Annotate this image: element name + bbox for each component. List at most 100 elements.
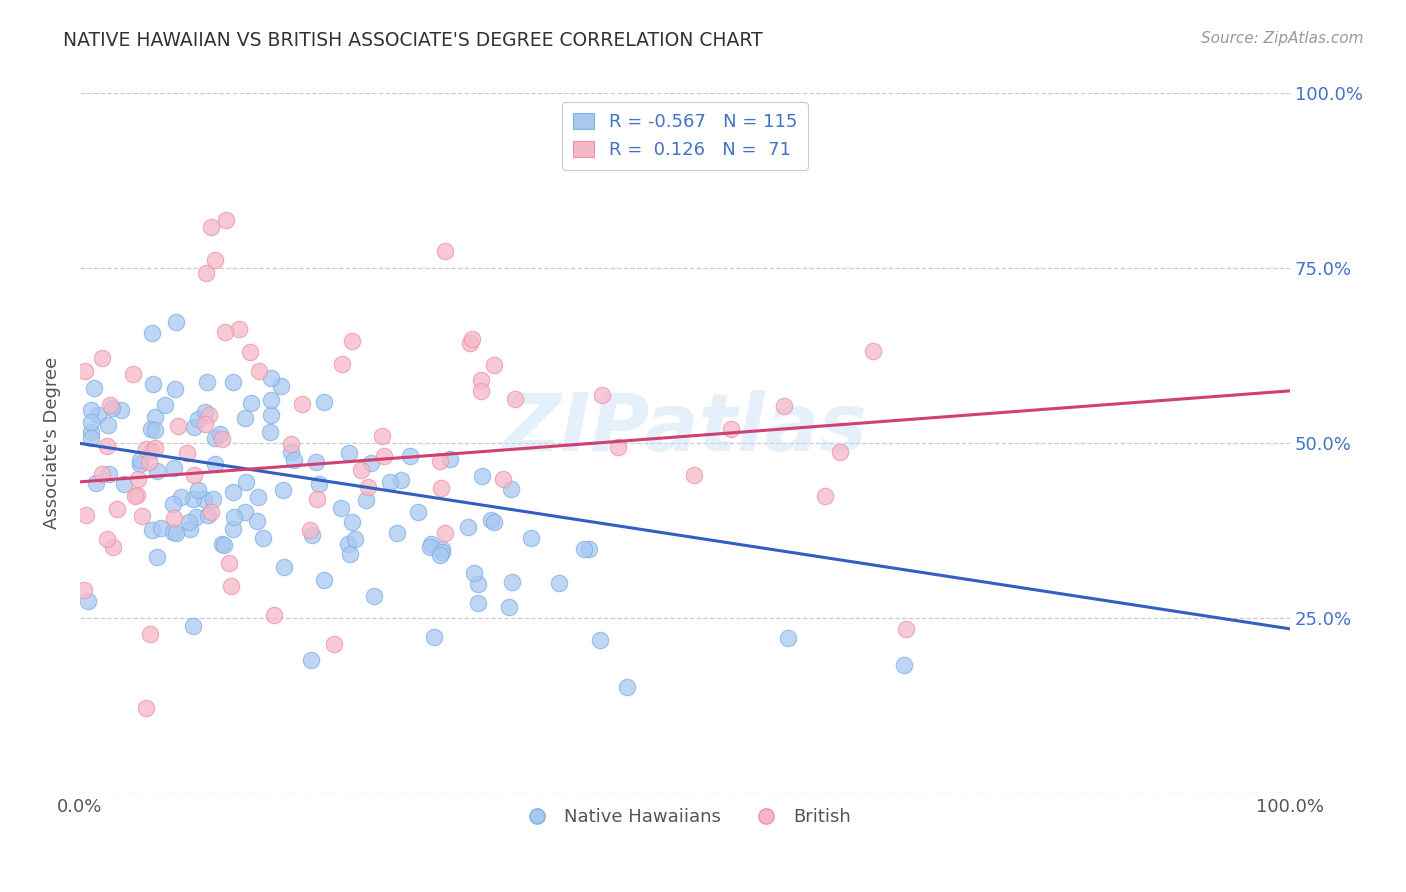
Point [187, 411, 209, 425]
Point [135, 442, 157, 457]
Point [204, 458, 226, 472]
Point [291, 397, 314, 411]
Point [336, 537, 359, 551]
Point [373, 449, 395, 463]
Point [194, 405, 217, 419]
Point [433, 244, 456, 258]
Point [893, 657, 915, 672]
Point [200, 505, 222, 519]
Point [129, 452, 152, 467]
Point [378, 475, 401, 489]
Point [429, 482, 451, 496]
Point [141, 421, 163, 435]
Point [221, 522, 243, 536]
Point [84, 475, 107, 490]
Point [96, 439, 118, 453]
Point [323, 637, 346, 651]
Point [75, 364, 97, 378]
Point [79, 431, 101, 445]
Point [467, 596, 489, 610]
Point [201, 491, 224, 506]
Point [776, 631, 799, 645]
Point [187, 483, 209, 497]
Point [135, 700, 157, 714]
Point [101, 401, 124, 415]
Point [280, 437, 302, 451]
Point [574, 541, 596, 556]
Point [501, 574, 523, 589]
Point [165, 382, 187, 396]
Point [239, 345, 262, 359]
Point [342, 334, 364, 348]
Point [332, 357, 354, 371]
Point [305, 455, 328, 469]
Point [146, 549, 169, 564]
Point [894, 622, 917, 636]
Point [467, 577, 489, 591]
Point [211, 432, 233, 446]
Point [356, 492, 378, 507]
Point [97, 418, 120, 433]
Point [589, 632, 612, 647]
Point [194, 417, 217, 431]
Text: NATIVE HAWAIIAN VS BRITISH ASSOCIATE'S DEGREE CORRELATION CHART: NATIVE HAWAIIAN VS BRITISH ASSOCIATE'S D… [63, 31, 763, 50]
Point [423, 631, 446, 645]
Point [458, 335, 481, 350]
Point [260, 393, 283, 408]
Point [312, 574, 335, 588]
Point [371, 429, 394, 443]
Point [80, 403, 103, 417]
Point [420, 537, 443, 551]
Point [200, 220, 222, 235]
Point [183, 468, 205, 483]
Point [385, 526, 408, 541]
Y-axis label: Associate's Degree: Associate's Degree [44, 357, 60, 530]
Point [773, 399, 796, 413]
Point [146, 464, 169, 478]
Point [194, 266, 217, 280]
Point [215, 212, 238, 227]
Point [429, 548, 451, 562]
Point [122, 367, 145, 381]
Point [179, 522, 201, 536]
Point [283, 453, 305, 467]
Point [83, 381, 105, 395]
Point [177, 515, 200, 529]
Point [814, 489, 837, 503]
Point [153, 398, 176, 412]
Point [142, 376, 165, 391]
Point [828, 445, 851, 459]
Point [77, 594, 100, 608]
Point [356, 481, 378, 495]
Point [112, 477, 135, 491]
Point [193, 491, 215, 506]
Point [260, 371, 283, 385]
Point [162, 524, 184, 539]
Point [260, 408, 283, 422]
Point [246, 514, 269, 528]
Point [482, 515, 505, 529]
Point [129, 457, 152, 471]
Point [470, 373, 492, 387]
Point [176, 445, 198, 459]
Point [273, 560, 295, 574]
Point [263, 607, 285, 622]
Point [337, 446, 360, 460]
Point [360, 456, 382, 470]
Point [80, 415, 103, 429]
Point [280, 445, 302, 459]
Point [350, 463, 373, 477]
Point [125, 488, 148, 502]
Point [433, 525, 456, 540]
Text: ZIPatlas: ZIPatlas [502, 391, 868, 468]
Point [219, 579, 242, 593]
Point [301, 528, 323, 542]
Point [247, 364, 270, 378]
Point [198, 408, 221, 422]
Point [344, 532, 367, 546]
Point [329, 501, 352, 516]
Point [208, 426, 231, 441]
Point [138, 627, 160, 641]
Point [408, 505, 430, 519]
Point [312, 394, 335, 409]
